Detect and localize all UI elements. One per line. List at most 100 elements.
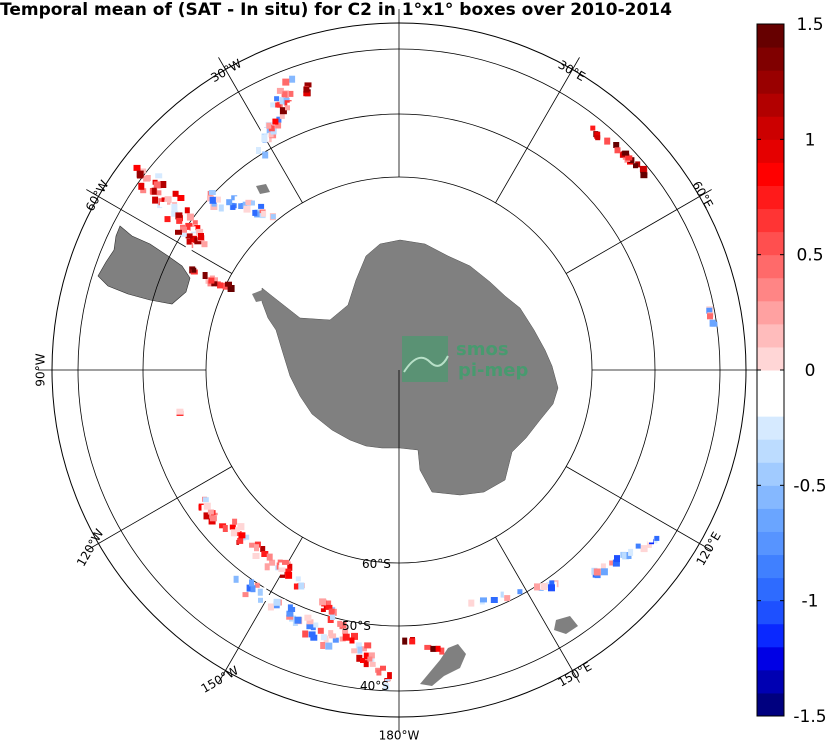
- data-cell: [614, 147, 621, 154]
- meridian-line: [565, 466, 712, 551]
- meridian-line: [86, 189, 233, 274]
- data-cell: [303, 86, 310, 93]
- data-cell: [261, 135, 268, 142]
- new-zealand: [256, 184, 578, 686]
- data-cell: [233, 575, 239, 583]
- data-cell: [276, 116, 282, 123]
- data-cell: [282, 78, 290, 86]
- data-cell: [275, 122, 282, 129]
- data-cell: [590, 125, 596, 131]
- data-cell: [175, 229, 182, 235]
- meridian-label: 120°W: [74, 526, 107, 568]
- data-cell: [226, 199, 233, 206]
- data-cell: [349, 637, 355, 644]
- data-cell: [308, 631, 316, 638]
- data-cell: [376, 669, 382, 676]
- data-cell: [164, 216, 171, 223]
- data-cell: [261, 551, 269, 557]
- data-cell: [612, 559, 620, 567]
- data-cell: [176, 408, 184, 415]
- data-cell: [211, 281, 218, 287]
- data-cell: [282, 91, 288, 98]
- data-cell: [325, 600, 332, 607]
- data-cell: [633, 548, 640, 555]
- colorbar-band: [757, 346, 784, 371]
- data-cell: [328, 630, 334, 637]
- meridian-label: 60°W: [83, 178, 112, 214]
- graticule: [38, 9, 760, 731]
- data-cell: [285, 105, 290, 111]
- data-cell: [325, 604, 333, 610]
- data-cell: [242, 534, 250, 540]
- meridian-label: 60°E: [689, 179, 716, 211]
- data-cell: [540, 583, 548, 590]
- data-cell: [272, 118, 279, 125]
- data-cell: [647, 537, 654, 543]
- data-cell: [279, 97, 285, 105]
- data-cell: [490, 597, 498, 603]
- meridian-label: 30°E: [556, 58, 588, 85]
- data-cell: [177, 195, 185, 201]
- colorbar-band: [757, 231, 784, 256]
- data-cell: [242, 592, 249, 598]
- meridian-line: [495, 536, 580, 683]
- data-cell: [248, 200, 255, 206]
- colorbar-band: [757, 300, 784, 325]
- data-cell: [213, 277, 218, 284]
- colorbar-band: [757, 393, 784, 417]
- data-cell: [279, 113, 285, 119]
- data-cell: [217, 282, 223, 289]
- data-cell: [320, 634, 327, 641]
- data-cell: [503, 590, 509, 597]
- parallel-label: 40°S: [360, 679, 389, 693]
- colorbar-tick-label: 1.5: [796, 15, 823, 35]
- data-cell: [208, 190, 216, 195]
- data-cell: [293, 97, 301, 104]
- data-cell: [254, 582, 260, 588]
- colorbar-band: [757, 669, 784, 694]
- colorbar-band: [757, 254, 784, 279]
- data-cell: [225, 281, 232, 287]
- data-cell: [138, 182, 145, 190]
- data-cell: [273, 598, 281, 606]
- data-cell: [160, 181, 167, 188]
- data-cell: [156, 190, 162, 196]
- data-cell: [355, 642, 362, 649]
- data-cell: [286, 610, 294, 617]
- data-cell: [306, 623, 314, 630]
- data-cell: [279, 562, 287, 568]
- data-cell: [153, 181, 161, 189]
- colorbar-band: [757, 462, 784, 486]
- data-cell: [364, 642, 372, 649]
- data-cell: [140, 188, 147, 194]
- meridian-line: [218, 57, 303, 204]
- data-cell: [227, 285, 235, 292]
- data-cell: [633, 163, 638, 169]
- data-cell: [342, 633, 350, 641]
- data-cell: [367, 656, 373, 662]
- data-cell: [258, 597, 263, 603]
- data-cell: [549, 580, 555, 587]
- map-title: Temporal mean of (SAT - In situ) for C2 …: [0, 0, 672, 20]
- data-cell: [238, 203, 244, 209]
- data-cell: [303, 91, 311, 97]
- meridian-line: [565, 189, 712, 274]
- colorbar: 1.5 1 0.5 0 -0.5 -1 -1.5: [756, 15, 827, 727]
- data-cell: [151, 187, 157, 195]
- data-cell: [186, 238, 192, 245]
- data-cell: [269, 559, 276, 566]
- data-cell: [185, 233, 193, 239]
- data-cell: [254, 544, 259, 552]
- colorbar-band: [757, 554, 784, 579]
- data-cell: [280, 571, 285, 578]
- data-cell: [194, 225, 201, 231]
- data-cell: [622, 150, 630, 156]
- colorbar-band: [757, 162, 784, 186]
- data-cell: [270, 102, 276, 108]
- data-cell: [256, 147, 261, 154]
- logo-wave-icon: [403, 355, 449, 373]
- data-cell: [262, 151, 269, 159]
- data-cell: [209, 196, 217, 204]
- data-cell: [609, 560, 616, 566]
